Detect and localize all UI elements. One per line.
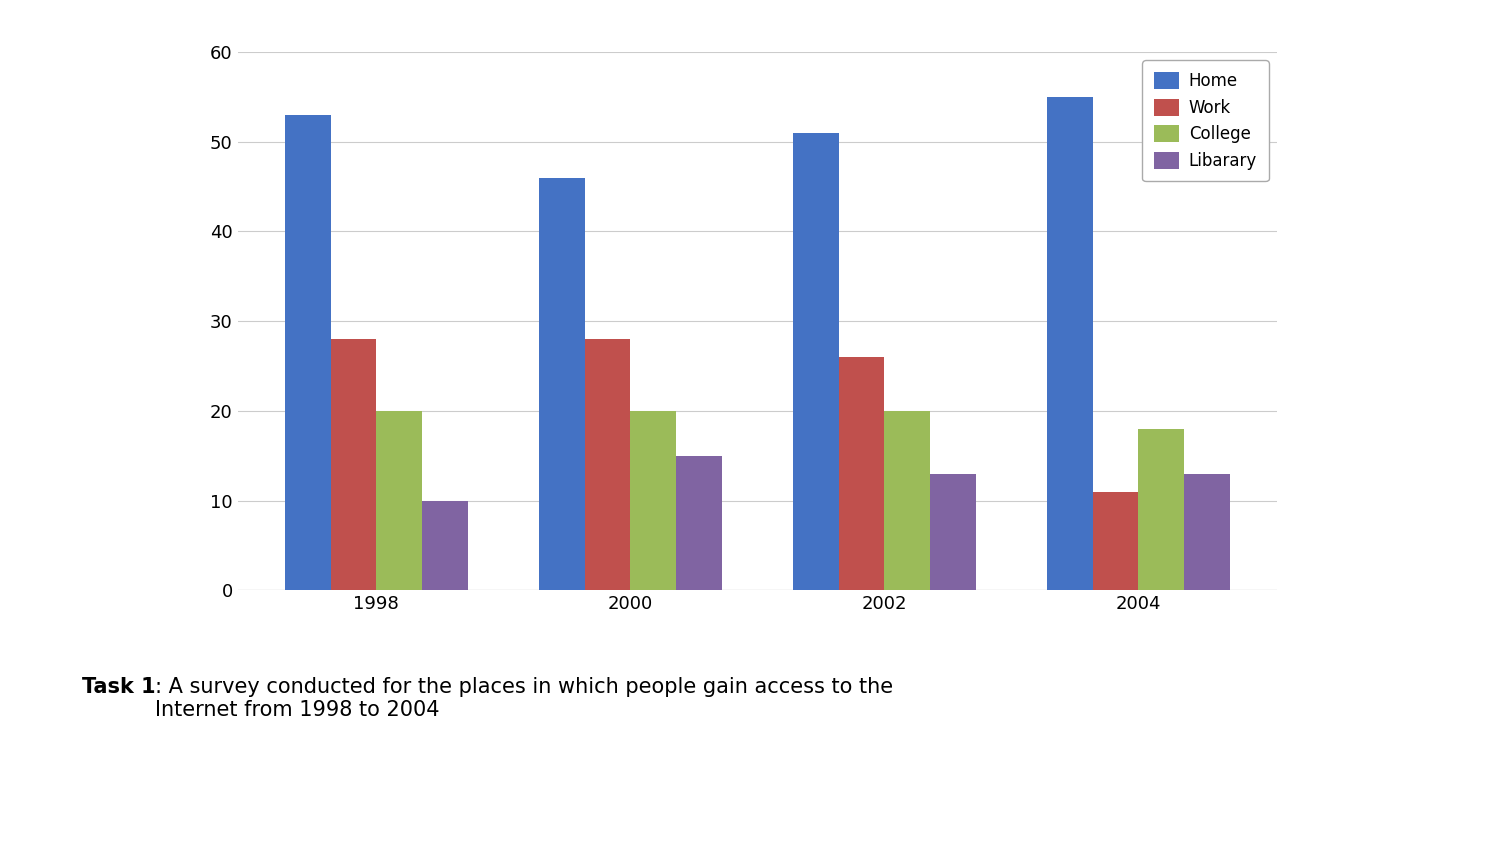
Bar bbox=[376, 411, 422, 590]
Bar bbox=[285, 115, 331, 590]
Bar bbox=[1047, 97, 1093, 590]
Bar bbox=[585, 339, 630, 590]
Bar bbox=[422, 501, 468, 590]
Bar bbox=[839, 357, 885, 590]
Text: Task 1: Task 1 bbox=[82, 677, 156, 697]
Bar bbox=[793, 133, 839, 590]
Bar bbox=[1093, 491, 1139, 590]
Legend: Home, Work, College, Libarary: Home, Work, College, Libarary bbox=[1142, 61, 1268, 181]
Bar bbox=[1184, 474, 1230, 590]
Text: : A survey conducted for the places in which people gain access to the
Internet : : A survey conducted for the places in w… bbox=[156, 677, 894, 720]
Bar bbox=[331, 339, 376, 590]
Bar bbox=[676, 456, 722, 590]
Bar bbox=[1139, 429, 1184, 590]
Bar bbox=[885, 411, 930, 590]
Bar bbox=[930, 474, 976, 590]
Bar bbox=[630, 411, 676, 590]
Bar bbox=[539, 178, 585, 590]
